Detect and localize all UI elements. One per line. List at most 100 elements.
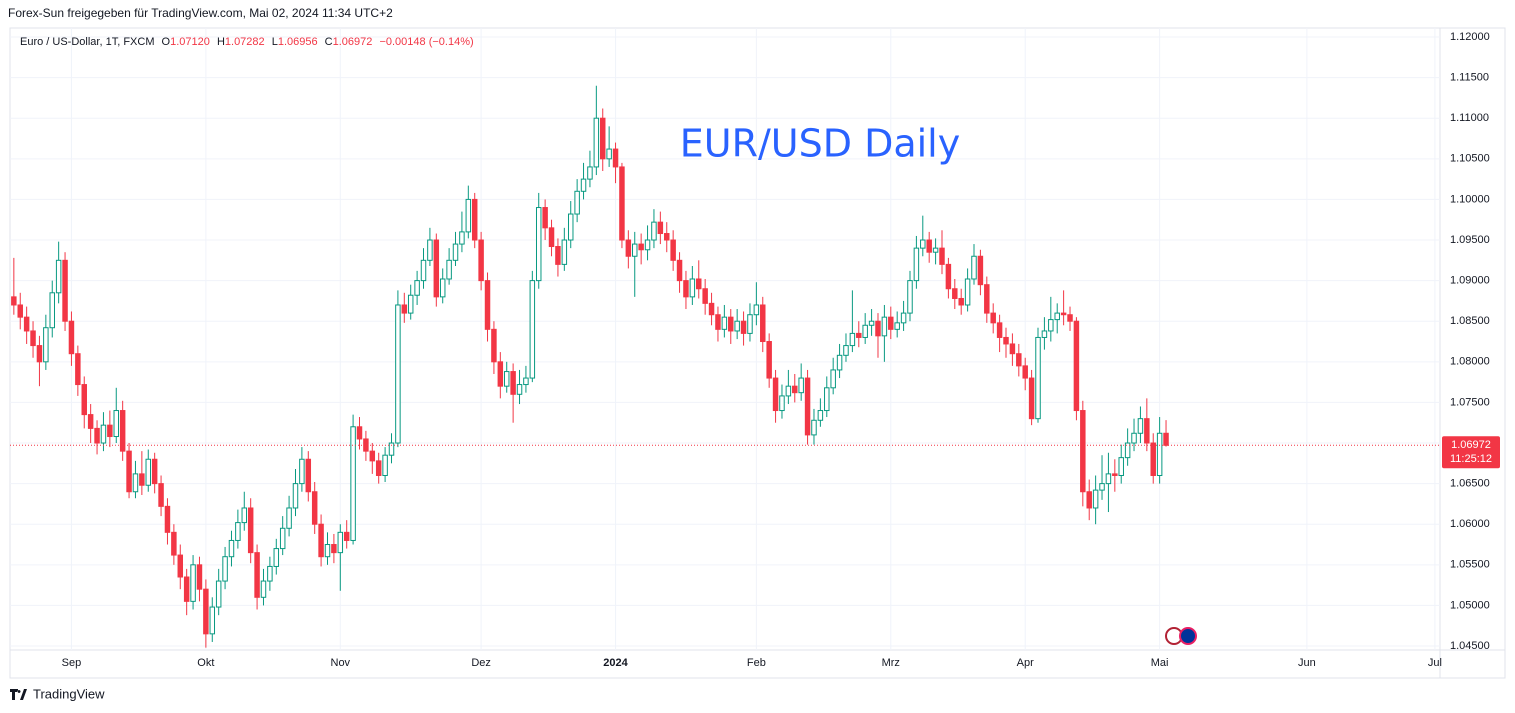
candle-body <box>1035 336 1041 420</box>
candle-body <box>369 450 376 462</box>
candle-body <box>1124 442 1131 459</box>
candle-body <box>183 576 190 602</box>
x-tick-label: Sep <box>62 657 82 669</box>
candle-body <box>561 239 568 265</box>
candle-body <box>792 385 798 394</box>
candle-body <box>1105 473 1112 485</box>
candle-body <box>907 280 913 314</box>
candle-body <box>196 564 203 590</box>
candle-body <box>766 341 772 379</box>
candle-body <box>657 221 664 235</box>
candle-body <box>811 419 817 436</box>
x-tick-label: Nov <box>331 657 351 669</box>
candle-body <box>343 531 350 541</box>
candle-body <box>612 148 619 168</box>
candle-body <box>222 556 228 582</box>
candle-body <box>1022 365 1028 379</box>
candle-body <box>824 387 830 412</box>
ohlc-label: L <box>272 36 278 48</box>
candle-body <box>382 454 388 476</box>
candle-body <box>235 522 241 541</box>
y-tick-label: 1.05500 <box>1450 559 1490 571</box>
candle-body <box>1092 489 1099 509</box>
candle-body <box>62 259 68 322</box>
candle-body <box>708 302 715 316</box>
change: −0.00148 (−0.14%) <box>379 36 473 48</box>
candle-body <box>439 278 446 298</box>
candle-body <box>1067 314 1073 322</box>
y-tick-label: 1.04500 <box>1450 640 1490 652</box>
y-tick-label: 1.10000 <box>1450 193 1490 205</box>
x-tick-label: 2024 <box>603 657 628 669</box>
x-tick-label: Apr <box>1017 657 1034 669</box>
x-tick-label: Okt <box>197 657 214 669</box>
ohlc-value: 1.06972 <box>333 36 373 48</box>
candle-body <box>126 450 132 493</box>
candle-body <box>43 327 49 363</box>
candle-body <box>542 207 548 229</box>
candle-body <box>785 385 792 397</box>
candle-body <box>1086 491 1092 509</box>
candle-body <box>305 458 312 493</box>
candle-body <box>593 117 600 168</box>
source-line: Forex-Sun freigegeben für TradingView.co… <box>8 6 393 20</box>
candle-body <box>529 280 536 379</box>
candle-body <box>1131 432 1137 444</box>
candle-body <box>36 345 43 363</box>
candle-body <box>881 316 888 337</box>
candle-body <box>510 371 516 395</box>
candle-body <box>75 353 81 386</box>
candle-body <box>433 239 440 298</box>
candle-body <box>856 332 862 338</box>
candle-body <box>670 239 676 261</box>
candle-body <box>1099 483 1105 491</box>
candle-body <box>804 377 811 436</box>
candle-body <box>952 288 958 299</box>
y-tick-label: 1.09500 <box>1450 234 1490 246</box>
candle-body <box>1060 312 1067 316</box>
candle-body <box>203 588 209 635</box>
candle-body <box>651 221 657 241</box>
candle-body <box>664 233 670 241</box>
candle-body <box>209 606 216 635</box>
candle-body <box>1073 320 1080 412</box>
last-price-box <box>1442 436 1500 469</box>
candle-body <box>497 361 504 387</box>
chart-title: EUR/USD Daily <box>680 122 960 166</box>
candle-body <box>996 322 1003 338</box>
candle-body <box>984 284 990 314</box>
candle-body <box>100 424 107 444</box>
candle-body <box>279 527 286 550</box>
candle-body <box>900 312 907 324</box>
candle-body <box>683 280 689 298</box>
y-tick-label: 1.11500 <box>1450 72 1489 84</box>
candle-body <box>452 243 459 261</box>
ohlc-value: 1.06956 <box>278 36 318 48</box>
candle-body <box>619 166 625 241</box>
candle-body <box>401 304 408 314</box>
candle-body <box>798 377 804 394</box>
candle-body <box>286 507 292 529</box>
candle-body <box>1048 319 1054 332</box>
candle-body <box>267 565 273 582</box>
candle-body <box>23 316 30 332</box>
candle-body <box>446 259 452 280</box>
candle-body <box>427 239 433 261</box>
candle-body <box>331 544 337 554</box>
candle-body <box>241 507 248 524</box>
candle-body <box>49 292 55 329</box>
candle-body <box>503 371 510 387</box>
y-tick-label: 1.07500 <box>1450 396 1490 408</box>
ohlc-value: 1.07282 <box>225 36 265 48</box>
y-tick-label: 1.09000 <box>1450 275 1490 287</box>
candle-body <box>190 564 196 602</box>
candle-body <box>491 328 497 363</box>
y-tick-label: 1.05000 <box>1450 599 1490 611</box>
flag-eu <box>1179 627 1197 645</box>
chart-frame <box>9 27 1506 679</box>
candle-body <box>356 426 363 440</box>
candle-body <box>638 243 644 251</box>
candle-body <box>145 458 152 486</box>
candle-body <box>535 207 542 282</box>
candle-body <box>875 320 881 337</box>
